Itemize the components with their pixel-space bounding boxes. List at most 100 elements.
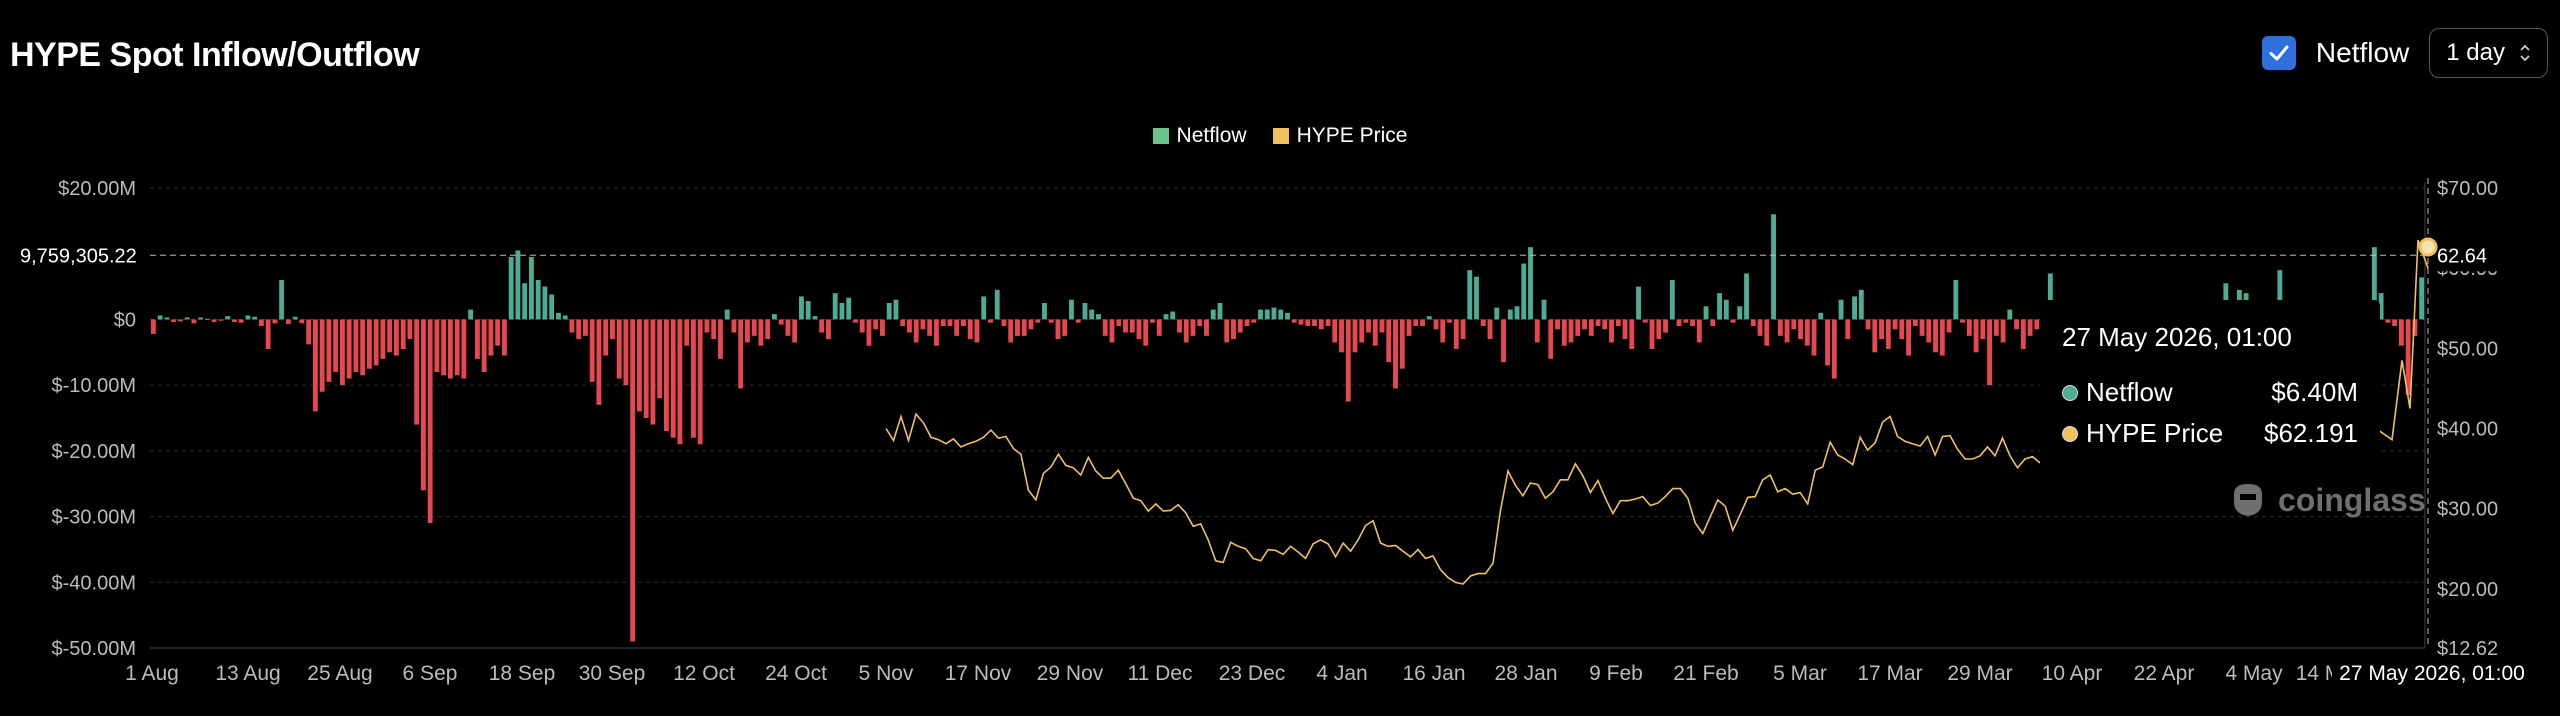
tooltip-time: 27 May 2026, 01:00	[2062, 322, 2292, 352]
netflow-bar	[414, 319, 420, 425]
crosshair-x-value: 27 May 2026, 01:00	[2339, 662, 2525, 685]
netflow-bar	[1710, 319, 1716, 326]
netflow-bar	[353, 319, 359, 372]
netflow-bar	[603, 319, 609, 356]
netflow-bar	[515, 250, 521, 320]
netflow-bar	[488, 319, 494, 356]
netflow-bar	[1089, 309, 1095, 320]
chart-tooltip: 27 May 2026, 01:00 Netflow $6.40M HYPE P…	[2040, 300, 2380, 470]
netflow-bar	[1116, 319, 1122, 326]
x-axis-tick-label: 13 Aug	[215, 662, 280, 685]
netflow-bar	[164, 317, 170, 320]
netflow-bar	[1791, 319, 1797, 330]
netflow-bar	[171, 319, 177, 323]
x-axis-tick-label: 16 Jan	[1402, 662, 1465, 685]
tooltip-row-netflow: Netflow $6.40M	[2062, 377, 2358, 408]
netflow-bar	[650, 319, 656, 425]
netflow-bar	[1055, 319, 1061, 340]
legend-swatch-netflow	[1152, 128, 1169, 144]
netflow-bar	[238, 319, 244, 323]
x-axis-tick-label: 4 May	[2225, 662, 2283, 685]
netflow-bar	[1987, 319, 1993, 386]
netflow-bar	[1460, 319, 1466, 340]
netflow-bar	[1204, 319, 1209, 336]
netflow-bar	[1804, 319, 1810, 346]
netflow-bar	[866, 319, 872, 346]
netflow-bar	[1926, 319, 1932, 343]
netflow-checkbox[interactable]	[2261, 36, 2296, 70]
netflow-bar	[1069, 299, 1074, 320]
netflow-bar	[1096, 314, 1101, 320]
netflow-bar	[2000, 319, 2006, 343]
netflow-bar	[772, 314, 777, 320]
netflow-bar	[582, 319, 588, 336]
netflow-bar	[1669, 280, 1675, 320]
x-axis-tick-label: 24 Oct	[765, 662, 827, 685]
netflow-bar	[1966, 319, 1972, 336]
netflow-bar	[1595, 319, 1601, 326]
netflow-bar	[535, 280, 541, 320]
netflow-bar	[677, 319, 683, 445]
netflow-bar	[292, 316, 298, 320]
legend-label-netflow: Netflow	[1176, 124, 1247, 147]
legend-item-netflow[interactable]: Netflow	[1152, 124, 1247, 148]
netflow-bar	[299, 319, 305, 324]
tooltip-value-price: $62.191	[2264, 418, 2358, 448]
netflow-bar	[285, 319, 291, 325]
netflow-bar	[961, 319, 966, 326]
netflow-bar	[1440, 319, 1446, 343]
netflow-bar	[731, 319, 737, 333]
x-axis-tick-label: 17 Nov	[945, 662, 1012, 685]
netflow-bar	[1291, 319, 1297, 323]
netflow-bar	[1170, 311, 1176, 320]
netflow-bar	[1177, 319, 1182, 333]
netflow-bar	[1892, 319, 1898, 330]
netflow-bar	[2277, 270, 2283, 320]
netflow-bar	[198, 317, 204, 320]
netflow-bar	[1150, 319, 1155, 323]
netflow-bar	[616, 319, 622, 379]
netflow-bar	[630, 319, 636, 642]
netflow-bar	[360, 319, 366, 376]
netflow-bar	[1744, 273, 1749, 320]
netflow-bar	[1683, 319, 1689, 323]
netflow-bar	[2385, 319, 2391, 323]
netflow-bar	[258, 319, 264, 326]
netflow-bar	[799, 296, 804, 320]
netflow-bar	[1939, 319, 1945, 356]
netflow-bar	[1649, 319, 1655, 349]
left-axis: $20.00M $0 $-10.00M $-20.00M $-30.00M $-40.00…	[52, 178, 137, 660]
netflow-bar	[1298, 319, 1304, 325]
netflow-bar	[252, 316, 258, 320]
netflow-bar	[1845, 319, 1851, 340]
netflow-bar	[218, 319, 224, 321]
netflow-bar	[1575, 319, 1581, 336]
netflow-bar	[420, 319, 426, 491]
netflow-bar	[1406, 319, 1412, 336]
netflow-bar	[1514, 306, 1520, 320]
netflow-bar	[312, 319, 318, 412]
updown-chevron-icon	[2520, 44, 2530, 62]
legend-item-price[interactable]: HYPE Price	[1272, 124, 1407, 148]
netflow-bar	[988, 319, 993, 323]
netflow-bar	[204, 318, 210, 320]
netflow-bar	[1750, 319, 1756, 326]
netflow-bar	[1980, 319, 1986, 340]
netflow-bar	[623, 319, 629, 386]
netflow-bar	[1818, 312, 1824, 320]
x-axis-tick-label: 23 Dec	[1219, 662, 1286, 685]
netflow-bar	[1663, 319, 1668, 333]
price-line-recent	[2375, 239, 2429, 442]
left-axis-tick-label: $20.00M	[58, 178, 136, 200]
netflow-bar	[1548, 319, 1554, 359]
netflow-bar	[927, 319, 933, 336]
netflow-bar	[1487, 319, 1493, 340]
netflow-bar	[1345, 319, 1351, 402]
netflow-bar	[2020, 319, 2026, 349]
check-icon	[2269, 45, 2289, 61]
netflow-bar	[2007, 309, 2013, 320]
netflow-bar	[1366, 319, 1371, 333]
netflow-bar	[211, 319, 217, 323]
netflow-bar	[1865, 319, 1871, 330]
interval-select[interactable]: 1 day	[2429, 28, 2548, 78]
